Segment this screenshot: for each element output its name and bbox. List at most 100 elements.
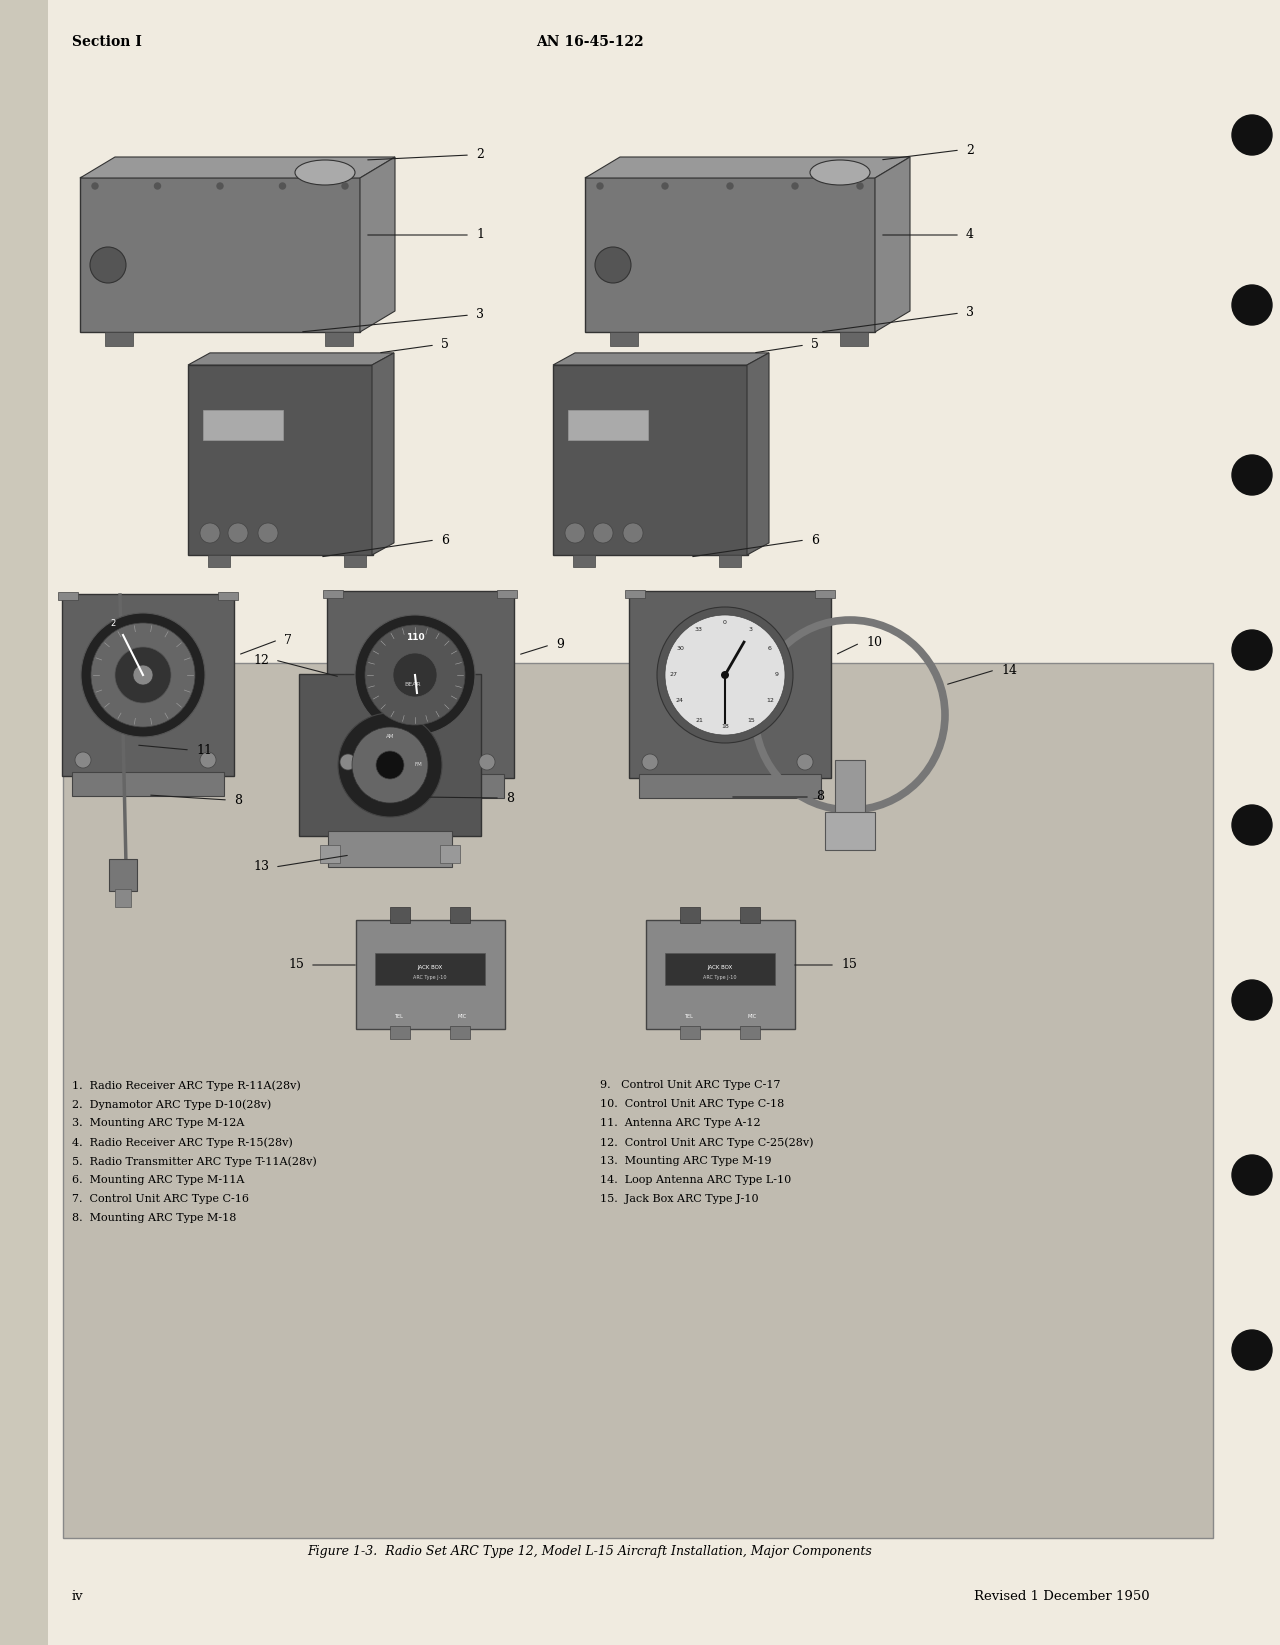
Circle shape [340, 753, 356, 770]
Bar [323, 591, 343, 599]
Bar [0, 0, 49, 1645]
Bar [815, 591, 835, 599]
Text: MIC: MIC [457, 1015, 467, 1020]
Text: 3: 3 [966, 306, 974, 319]
Circle shape [338, 712, 442, 818]
Circle shape [596, 183, 603, 189]
Ellipse shape [294, 160, 355, 184]
Bar [740, 906, 760, 923]
Circle shape [81, 614, 205, 737]
Text: 24: 24 [676, 699, 684, 704]
Text: 5: 5 [442, 339, 449, 352]
Bar [390, 1026, 410, 1040]
Circle shape [1231, 1331, 1272, 1370]
Circle shape [623, 523, 643, 543]
Text: 7: 7 [284, 633, 292, 646]
Text: 2: 2 [966, 143, 974, 156]
Bar [218, 592, 238, 600]
Polygon shape [372, 354, 394, 554]
Bar [826, 813, 876, 850]
Bar [611, 332, 637, 345]
Circle shape [662, 183, 668, 189]
Circle shape [355, 615, 475, 735]
Text: 15: 15 [288, 959, 305, 972]
Bar [58, 592, 78, 600]
Circle shape [858, 183, 863, 189]
Circle shape [76, 752, 91, 768]
Circle shape [200, 752, 216, 768]
Text: BEAR: BEAR [404, 683, 421, 688]
Polygon shape [585, 156, 910, 178]
Circle shape [1231, 456, 1272, 495]
Text: 3: 3 [476, 309, 484, 321]
Bar [79, 178, 360, 332]
Circle shape [479, 753, 495, 770]
Circle shape [155, 183, 160, 189]
Circle shape [721, 671, 730, 679]
Text: 8: 8 [234, 793, 242, 806]
Polygon shape [876, 156, 910, 332]
Text: 11: 11 [196, 744, 212, 757]
Bar [325, 332, 353, 345]
Text: Figure 1-3.  Radio Set ARC Type 12, Model L-15 Aircraft Installation, Major Comp: Figure 1-3. Radio Set ARC Type 12, Model… [307, 1545, 873, 1558]
Circle shape [1231, 285, 1272, 326]
Circle shape [92, 183, 99, 189]
Circle shape [342, 183, 348, 189]
Bar [680, 1026, 700, 1040]
Text: 3: 3 [749, 627, 753, 632]
Bar [320, 846, 340, 864]
FancyBboxPatch shape [337, 775, 504, 798]
Text: 8.  Mounting ARC Type M-18: 8. Mounting ARC Type M-18 [72, 1212, 237, 1222]
Text: 1.  Radio Receiver ARC Type R-11A(28v): 1. Radio Receiver ARC Type R-11A(28v) [72, 1081, 301, 1091]
Text: 9: 9 [556, 638, 564, 651]
FancyBboxPatch shape [646, 920, 795, 1030]
Circle shape [792, 183, 797, 189]
Text: 7.  Control Unit ARC Type C-16: 7. Control Unit ARC Type C-16 [72, 1194, 250, 1204]
Text: ARC Type J-10: ARC Type J-10 [413, 975, 447, 980]
Text: 12: 12 [767, 699, 774, 704]
Bar [585, 178, 876, 332]
Bar [375, 952, 485, 985]
Bar [188, 365, 372, 554]
Text: 4: 4 [966, 229, 974, 242]
Bar [207, 554, 230, 568]
Circle shape [90, 247, 125, 283]
FancyBboxPatch shape [628, 591, 831, 778]
Circle shape [228, 523, 248, 543]
Circle shape [593, 523, 613, 543]
Polygon shape [360, 156, 396, 332]
Bar [344, 554, 366, 568]
Circle shape [133, 665, 154, 684]
FancyBboxPatch shape [72, 772, 224, 796]
Circle shape [595, 247, 631, 283]
FancyBboxPatch shape [61, 594, 234, 776]
Bar [451, 906, 470, 923]
Text: 6.  Mounting ARC Type M-11A: 6. Mounting ARC Type M-11A [72, 1175, 244, 1184]
Text: 2.  Dynamotor ARC Type D-10(28v): 2. Dynamotor ARC Type D-10(28v) [72, 1099, 271, 1110]
Bar [497, 591, 517, 599]
Bar [451, 1026, 470, 1040]
Text: 15: 15 [841, 959, 856, 972]
Text: 13.  Mounting ARC Type M-19: 13. Mounting ARC Type M-19 [600, 1156, 772, 1166]
Circle shape [727, 183, 733, 189]
Bar [390, 906, 410, 923]
Text: 30: 30 [676, 646, 684, 651]
Bar [115, 888, 131, 906]
FancyBboxPatch shape [109, 859, 137, 892]
Text: 2: 2 [476, 148, 484, 161]
Text: FM: FM [415, 763, 422, 768]
Text: 14.  Loop Antenna ARC Type L-10: 14. Loop Antenna ARC Type L-10 [600, 1175, 791, 1184]
Text: 15.  Jack Box ARC Type J-10: 15. Jack Box ARC Type J-10 [600, 1194, 759, 1204]
Text: 12.  Control Unit ARC Type C-25(28v): 12. Control Unit ARC Type C-25(28v) [600, 1137, 814, 1148]
Circle shape [657, 607, 794, 744]
Circle shape [1231, 980, 1272, 1020]
Text: TEL: TEL [393, 1015, 402, 1020]
Polygon shape [188, 354, 394, 365]
Bar [573, 554, 595, 568]
Circle shape [365, 625, 465, 725]
Text: AM: AM [385, 735, 394, 740]
FancyBboxPatch shape [326, 591, 515, 778]
Bar [835, 760, 865, 814]
Text: 14: 14 [1001, 663, 1018, 676]
Text: JACK BOX: JACK BOX [708, 964, 732, 969]
